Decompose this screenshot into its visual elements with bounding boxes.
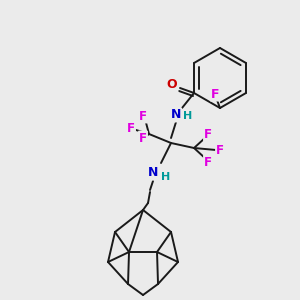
Text: H: H (183, 111, 193, 121)
Text: O: O (167, 79, 177, 92)
Text: F: F (139, 110, 147, 122)
Text: F: F (139, 131, 147, 145)
Text: F: F (211, 88, 219, 100)
Text: N: N (171, 109, 181, 122)
Text: F: F (204, 128, 212, 140)
Text: N: N (148, 167, 158, 179)
Text: F: F (216, 143, 224, 157)
Text: H: H (161, 172, 171, 182)
Text: F: F (127, 122, 135, 134)
Text: F: F (204, 155, 212, 169)
